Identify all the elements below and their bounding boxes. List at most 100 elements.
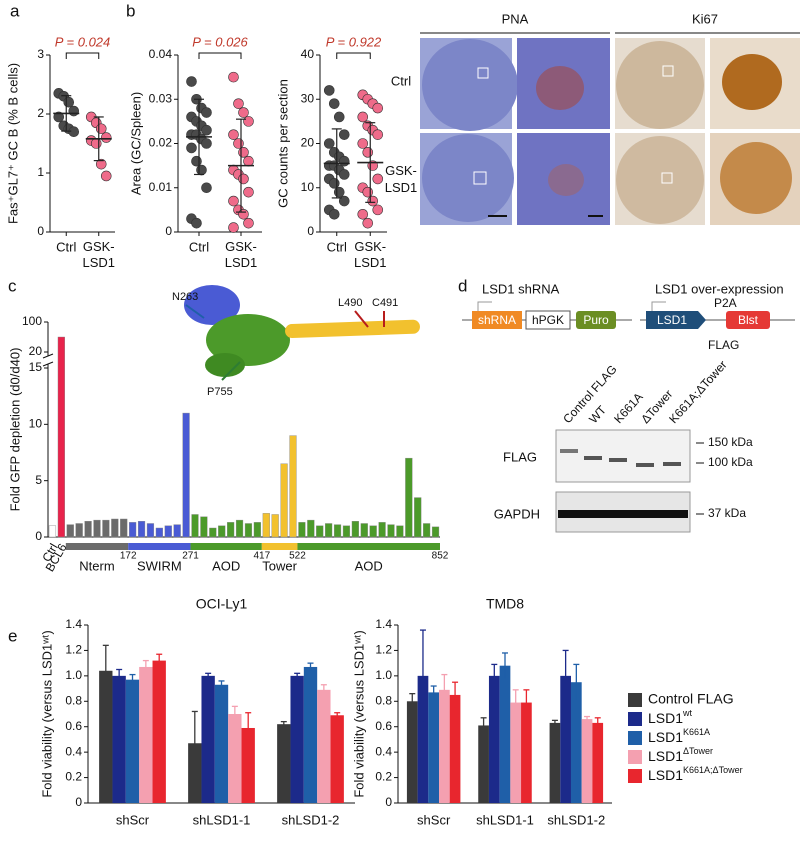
- legend-swatch: [628, 731, 642, 745]
- y-tick-label: 1.0: [375, 668, 392, 682]
- residue-number: 271: [182, 551, 199, 562]
- text-line: LSD1: [648, 729, 683, 745]
- data-point: [238, 209, 249, 220]
- residue-number: 852: [432, 551, 449, 562]
- y-tick-label: 1.2: [375, 643, 392, 657]
- blot-label: FLAG: [503, 449, 537, 464]
- text-line: K661A: [683, 727, 710, 737]
- legend-swatch: [628, 769, 642, 783]
- axis-break: [42, 361, 54, 367]
- bar: [290, 675, 304, 803]
- y-tick-label: 40: [301, 47, 315, 61]
- text-line: ΔTower: [683, 746, 713, 756]
- legend-swatch: [628, 712, 642, 726]
- data-point: [63, 96, 75, 108]
- y-tick-label: 1.0: [65, 668, 82, 682]
- legend-label: Control FLAG: [648, 691, 734, 707]
- significance-bracket: [65, 52, 100, 59]
- inset-box: [473, 171, 487, 185]
- row-header: GSK- LSD1: [385, 163, 418, 195]
- y-tick-label: 10: [29, 417, 43, 431]
- y-tick-label: 20: [29, 344, 43, 358]
- bar: [93, 519, 101, 538]
- y-axis-label: Fold viability (versus LSD1ʷᵗ): [351, 630, 366, 797]
- data-point: [328, 98, 340, 109]
- domain-label: Nterm: [79, 558, 114, 573]
- bar: [152, 660, 166, 803]
- bar: [277, 724, 291, 803]
- x-tick-label: shScr: [116, 812, 150, 827]
- band: [584, 456, 602, 460]
- domain-shape: [285, 319, 420, 339]
- data-point: [333, 186, 345, 198]
- data-point: [238, 173, 249, 185]
- bar: [214, 684, 229, 803]
- data-point: [362, 186, 374, 198]
- legend-label: LSD1K661A;ΔTower: [648, 765, 743, 782]
- schematic: LSD1 shRNA LSD1 over-expression shRNA hP…: [462, 281, 795, 352]
- lane-label: K661A;ΔTower: [666, 358, 730, 426]
- band: [558, 510, 688, 518]
- data-point: [372, 173, 384, 185]
- p-value: P = 0.024: [55, 34, 111, 49]
- element: [646, 311, 706, 329]
- bar: [342, 525, 351, 538]
- y-axis-label: Fold GFP depletion (d0/d40): [7, 348, 22, 512]
- y-tick-label: 0: [35, 529, 42, 543]
- y-tick-label: 0.03: [149, 91, 173, 105]
- bar: [111, 518, 119, 538]
- band: [636, 463, 654, 467]
- chart-title: OCI-Ly1: [196, 596, 248, 612]
- domain-shape: [184, 285, 240, 325]
- data-point: [228, 195, 239, 207]
- domain-label: AOD: [355, 558, 383, 573]
- y-axis-label: Fold viability (versus LSD1ʷᵗ): [39, 630, 54, 797]
- bar: [369, 525, 377, 538]
- text-line: LSD1: [648, 767, 683, 783]
- data-point: [243, 186, 254, 198]
- bar: [244, 523, 253, 538]
- image: [616, 136, 704, 224]
- bar: [387, 524, 395, 538]
- domain-label: SWIRM: [137, 558, 182, 573]
- panel-label: e: [8, 626, 17, 645]
- data-point: [357, 138, 369, 149]
- bar: [396, 525, 404, 538]
- y-tick-label: 15: [29, 360, 43, 374]
- data-point: [367, 195, 379, 207]
- significance-bracket: [198, 52, 242, 59]
- data-point: [323, 138, 335, 149]
- data-point: [186, 76, 197, 87]
- bar: [112, 675, 126, 803]
- bar: [488, 675, 500, 803]
- significance-bracket: [336, 52, 371, 59]
- y-tick-label: 0.04: [149, 47, 173, 61]
- data-point: [338, 129, 350, 140]
- data-point: [191, 217, 202, 229]
- element: [576, 311, 616, 329]
- domain-shape: [206, 314, 290, 366]
- data-point: [328, 178, 340, 189]
- y-tick-label: 0.6: [375, 719, 392, 733]
- text-line: GSK-: [354, 239, 386, 254]
- y-tick-label: 0: [307, 224, 314, 238]
- x-tick-label: shLSD1-2: [282, 812, 340, 827]
- bar: [200, 516, 208, 538]
- bar: [289, 435, 297, 538]
- bar: [330, 715, 344, 803]
- x-tick-label: GSK-LSD1: [82, 239, 115, 270]
- y-tick-label: 30: [301, 91, 315, 105]
- y-tick-label: 1.4: [375, 617, 392, 631]
- bar: [102, 519, 110, 538]
- element: [472, 311, 522, 329]
- text-line: GSK-: [225, 239, 257, 254]
- y-tick-label: 0.8: [65, 693, 82, 707]
- domain-strip: [297, 543, 440, 550]
- bar: [325, 523, 333, 538]
- bar: [592, 722, 604, 803]
- image: [536, 66, 584, 110]
- data-point: [328, 209, 340, 220]
- data-point: [372, 129, 384, 140]
- bar: [431, 526, 440, 538]
- residue-label: C491: [372, 297, 398, 309]
